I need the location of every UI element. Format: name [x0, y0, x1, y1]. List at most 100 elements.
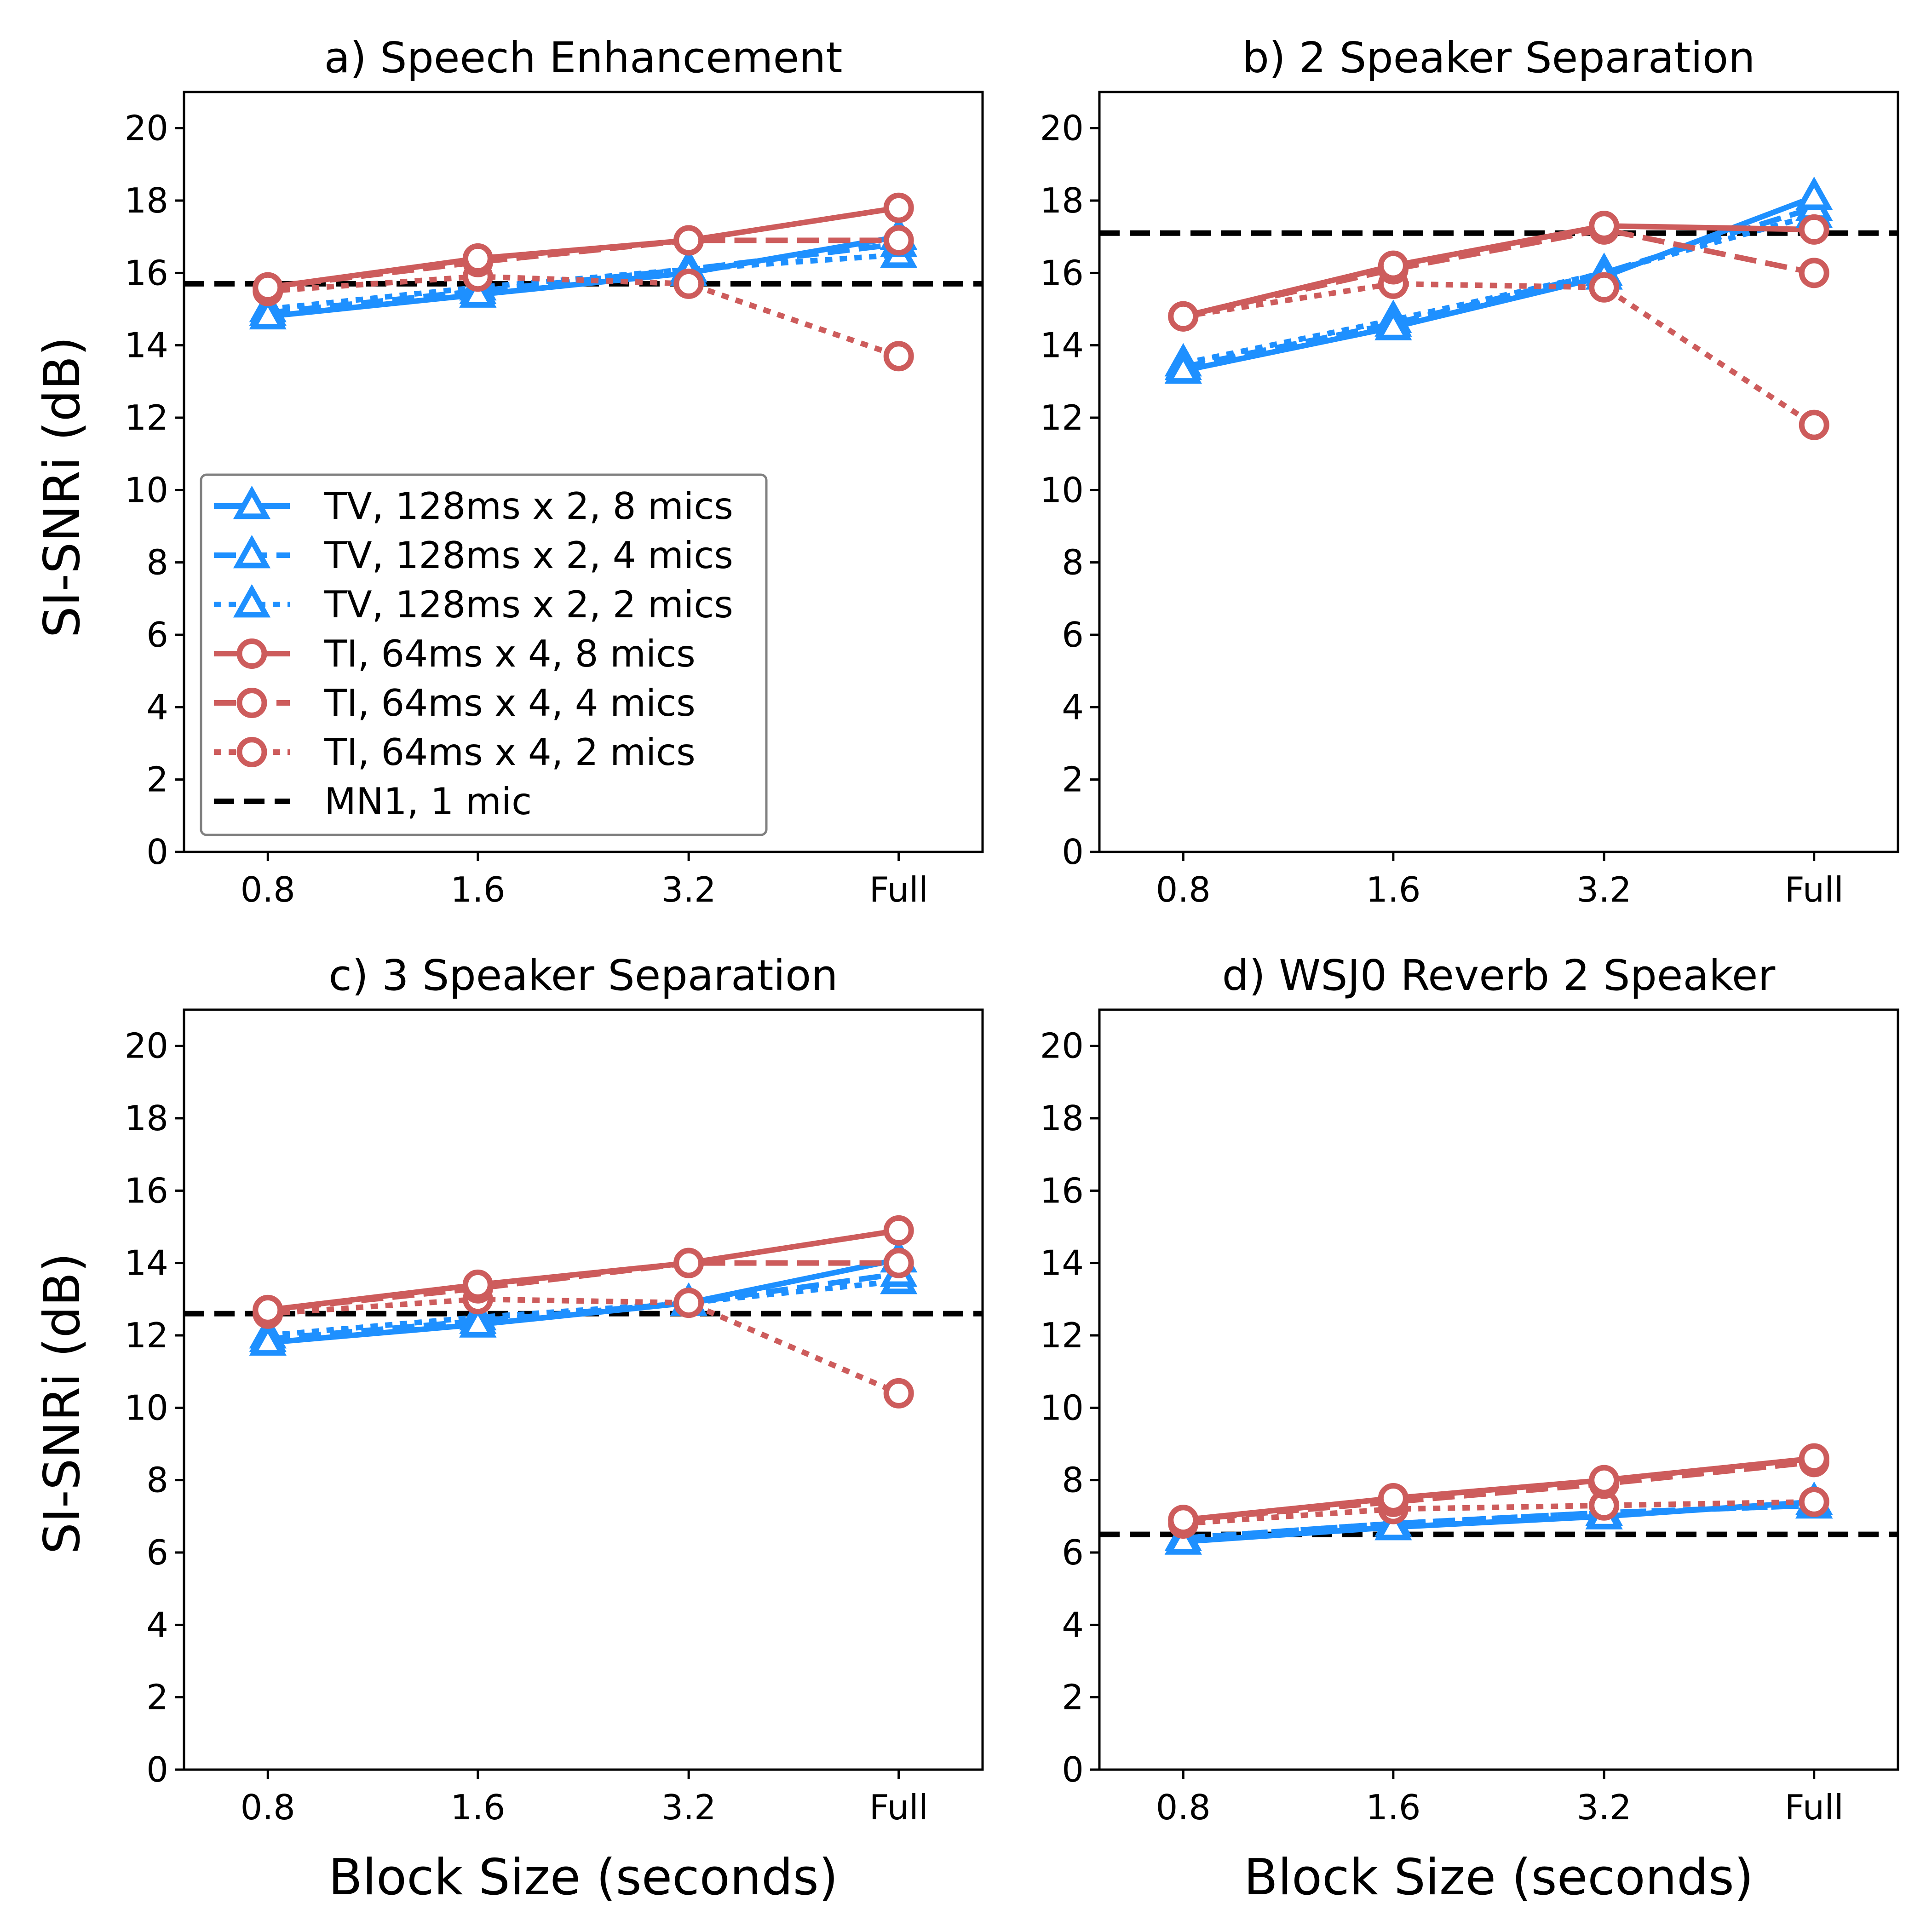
circle-marker — [462, 1269, 493, 1300]
y-tick-label: 16 — [125, 253, 168, 293]
y-tick-label: 6 — [1062, 1532, 1084, 1573]
series-line — [267, 205, 899, 290]
y-tick-label: 0 — [1062, 832, 1084, 872]
panel-title-b: b) 2 Speaker Separation — [1242, 33, 1755, 82]
y-tick-label: 18 — [125, 1098, 168, 1138]
x-tick-label: Full — [869, 1787, 928, 1828]
circle-marker — [883, 1215, 914, 1246]
legend-entry: TI, 64ms x 4, 8 mics — [214, 632, 696, 675]
y-tick-label: 10 — [1040, 470, 1084, 510]
legend-entry: TI, 64ms x 4, 4 mics — [214, 682, 696, 724]
x-axis-label-right: Block Size (seconds) — [1244, 1849, 1754, 1906]
legend-label: TV, 128ms x 2, 2 mics — [324, 583, 733, 626]
legend-entry: TV, 128ms x 2, 4 mics — [214, 534, 733, 577]
circle-marker — [236, 737, 267, 767]
x-tick-label: Full — [1785, 1787, 1844, 1828]
x-tick-label: 3.2 — [661, 1787, 716, 1828]
circle-marker — [1378, 250, 1409, 281]
legend-entry: TV, 128ms x 2, 2 mics — [214, 583, 733, 626]
y-tick-label: 18 — [1040, 1098, 1084, 1138]
series-line — [267, 1256, 899, 1346]
y-tick-label: 2 — [146, 759, 168, 800]
legend-label: TI, 64ms x 4, 8 mics — [324, 632, 696, 675]
axes-frame — [183, 91, 984, 853]
y-tick-label: 18 — [125, 180, 168, 221]
circle-marker — [1799, 1443, 1829, 1474]
legend-frame — [200, 473, 768, 836]
x-tick-label: 3.2 — [1577, 1787, 1632, 1828]
y-tick-label: 4 — [1062, 687, 1084, 727]
panel-wsj0-reverb-2-speaker: 0 2 4 6 8 10 12 14 16 18 20 0.8 1.6 3.2 Full — [1040, 1008, 1899, 1828]
plot-area — [184, 1215, 983, 1409]
circle-marker — [673, 225, 704, 256]
circle-marker — [883, 225, 914, 256]
y-tick-label: 4 — [146, 1604, 168, 1645]
series-line — [1183, 281, 1816, 427]
y-tick-label: 12 — [1040, 1315, 1084, 1356]
circle-marker — [1799, 214, 1829, 245]
y-tick-label: 6 — [146, 615, 168, 655]
x-tick-label: 0.8 — [241, 1787, 295, 1828]
y-tick-label: 12 — [125, 1315, 168, 1356]
y-tick-label: 16 — [125, 1170, 168, 1211]
y-tick-label: 8 — [146, 542, 168, 583]
x-tick-label: 0.8 — [1156, 1787, 1211, 1828]
legend-entry: TV, 128ms x 2, 8 mics — [214, 485, 733, 528]
triangle-marker — [1164, 1521, 1202, 1555]
legend-entry: MN1, 1 mic — [214, 780, 532, 823]
triangle-marker — [1374, 307, 1412, 340]
panel-3-speaker-separation: 0 2 4 6 8 10 12 14 16 18 20 0.8 1.6 3.2 Full — [125, 1008, 984, 1828]
triangle-marker — [249, 1322, 287, 1356]
circle-marker — [253, 272, 283, 303]
circle-marker — [236, 638, 267, 669]
y-tick-label: 6 — [146, 1532, 168, 1573]
circle-marker — [673, 1248, 704, 1278]
circle-marker — [673, 1288, 704, 1318]
x-tick-label: 0.8 — [1156, 869, 1211, 910]
x-tick-label: Full — [1785, 869, 1844, 910]
series-line — [1183, 205, 1815, 370]
circle-marker — [236, 688, 267, 718]
legend-label: MN1, 1 mic — [324, 780, 532, 823]
x-tick-label: Full — [869, 869, 928, 910]
legend-label: TI, 64ms x 4, 4 mics — [324, 682, 696, 724]
series-line — [1183, 1502, 1814, 1541]
y-axis-label-top: SI-SNRi (dB) — [34, 336, 91, 638]
y-tick-label: 10 — [125, 1387, 168, 1428]
panel-speech-enhancement: 0 2 4 6 8 10 12 14 16 18 20 0.8 1.6 3.2 Full — [125, 91, 984, 910]
circle-marker — [1799, 258, 1829, 288]
series-line — [1183, 194, 1815, 374]
y-tick-label: 16 — [1040, 253, 1084, 293]
series-line — [267, 1227, 899, 1313]
y-tick-label: 18 — [1040, 180, 1084, 221]
series-line — [267, 252, 899, 312]
circle-marker — [1589, 272, 1620, 303]
legend-entry: TI, 64ms x 4, 2 mics — [214, 731, 696, 774]
y-tick-label: 8 — [1062, 1460, 1084, 1501]
y-tick-label: 0 — [1062, 1749, 1084, 1790]
series-line — [1183, 212, 1815, 366]
series-line — [1182, 223, 1814, 319]
triangle-marker — [1374, 1506, 1412, 1541]
plot-area — [184, 192, 983, 372]
x-tick-label: 1.6 — [450, 1787, 505, 1828]
y-tick-label: 0 — [146, 832, 168, 872]
x-tick-label: 1.6 — [1366, 869, 1420, 910]
triangle-marker — [233, 535, 271, 569]
triangle-marker — [459, 274, 497, 308]
legend-label: TI, 64ms x 4, 2 mics — [324, 731, 696, 774]
triangle-marker — [233, 584, 271, 618]
y-tick-label: 14 — [1040, 325, 1084, 366]
y-tick-label: 12 — [125, 397, 168, 438]
circle-marker — [1589, 211, 1620, 242]
y-tick-label: 14 — [1040, 1243, 1084, 1283]
circle-marker — [883, 192, 914, 223]
axes-frame — [183, 1008, 984, 1771]
circle-marker — [1168, 301, 1199, 332]
panel-2-speaker-separation: 0 2 4 6 8 10 12 14 16 18 20 0.8 1.6 3.2 Full — [1040, 91, 1899, 910]
legend-label: TV, 128ms x 2, 8 mics — [324, 485, 733, 528]
y-tick-label: 4 — [146, 687, 168, 727]
triangle-marker — [459, 1304, 497, 1338]
